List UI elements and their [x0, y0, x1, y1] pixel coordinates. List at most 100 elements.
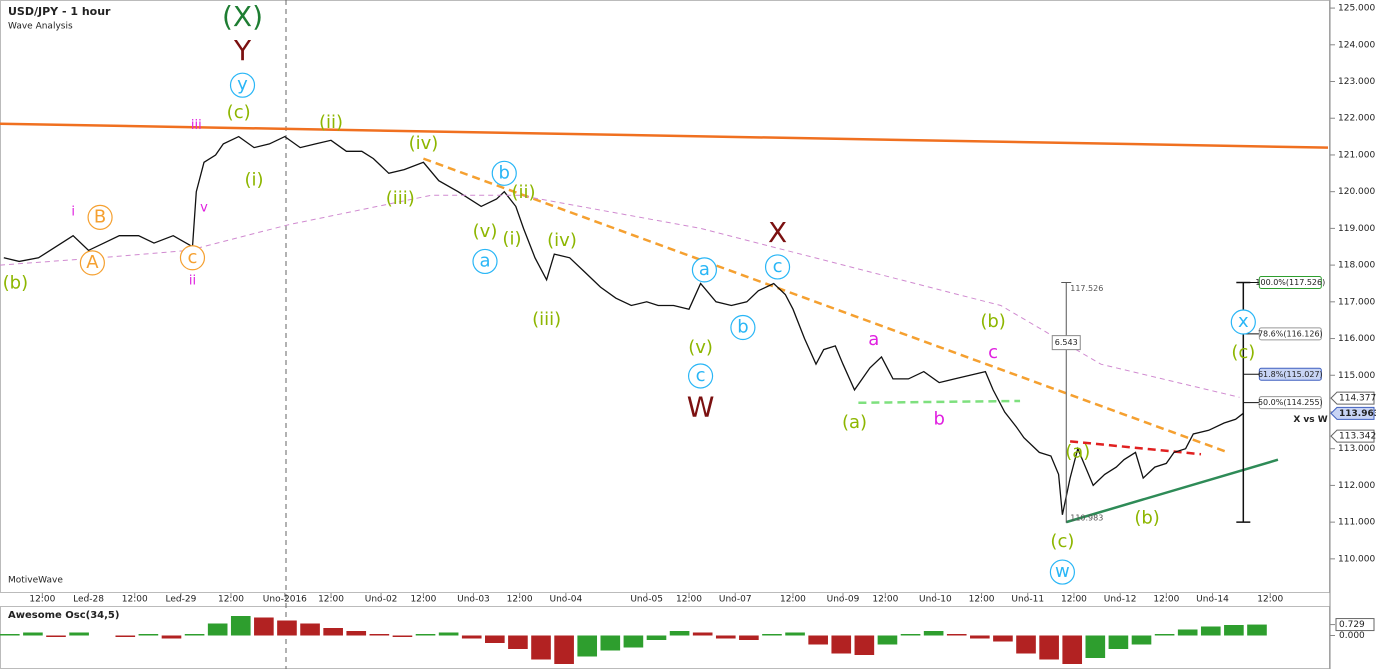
wave-circle	[79, 250, 105, 276]
measure-top-label: 117.526	[1070, 284, 1103, 293]
osc-y-tick-label: 0.000	[1339, 631, 1365, 641]
osc-bar	[207, 623, 228, 636]
y-tick-label: 124.000	[1338, 40, 1375, 50]
wave-label: w	[1055, 561, 1070, 582]
x-tick-label: 12:00	[507, 595, 533, 605]
osc-bar	[1154, 634, 1175, 636]
x-tick-label: Uno-11	[1011, 595, 1044, 605]
wave-label: b	[737, 317, 748, 338]
x-tick-label: 12:00	[676, 595, 702, 605]
osc-bar	[369, 634, 390, 636]
wave-circle	[491, 160, 517, 186]
wave-label: (i)	[245, 170, 264, 191]
y-tick-label: 111.000	[1338, 518, 1375, 528]
measure-bottom-label: 110.983	[1070, 513, 1103, 522]
wave-label: a	[479, 250, 490, 271]
x-tick-label: Uno-10	[919, 595, 952, 605]
osc-bar	[1224, 625, 1244, 636]
fib-box	[1258, 396, 1322, 410]
osc-bar	[508, 635, 528, 649]
y-tick-label: 113.000	[1338, 444, 1375, 454]
osc-bar	[184, 634, 205, 636]
wave-label: A	[86, 252, 99, 273]
x-tick-label: Led-29	[166, 595, 197, 605]
price-tag-label: 113.963	[1339, 409, 1376, 419]
wave-label: (v)	[688, 337, 713, 358]
trend-line	[0, 122, 1329, 149]
wave-label: ii	[189, 273, 196, 288]
wave-label: (v)	[473, 221, 498, 242]
osc-bar	[877, 635, 898, 645]
chart-title: USD/JPY - 1 hour	[8, 5, 111, 18]
y-tick-label: 110.000	[1338, 554, 1375, 564]
wave-label: X	[768, 216, 787, 249]
osc-bar	[692, 632, 713, 636]
osc-bar	[554, 635, 574, 664]
wave-label: (c)	[1050, 531, 1074, 552]
x-tick-label: 12:00	[1257, 595, 1283, 605]
wave-circle	[179, 245, 206, 271]
osc-bar	[739, 635, 759, 640]
x-tick-label: 12:00	[1061, 595, 1087, 605]
wave-label: Y	[233, 34, 252, 67]
osc-bar	[923, 631, 944, 636]
osc-bar	[485, 635, 505, 643]
y-tick-label: 117.000	[1338, 297, 1375, 307]
wave-label: (c)	[1231, 342, 1255, 363]
x-tick-label: Uno-05	[630, 595, 663, 605]
y-tick-label: 123.000	[1338, 77, 1375, 87]
y-tick-label: 112.000	[1338, 481, 1375, 491]
fib-label: 50.0%(114.255)	[1258, 398, 1323, 407]
x-tick-label: 12:00	[1153, 595, 1179, 605]
chart-subtitle: Wave Analysis	[8, 22, 73, 32]
osc-bar	[785, 632, 805, 636]
y-tick-label: 118.000	[1338, 261, 1375, 271]
measure-range-label: 6.543	[1055, 338, 1078, 347]
y-tick-label: 121.000	[1338, 150, 1375, 160]
osc-bar	[854, 635, 875, 655]
osc-bar	[115, 635, 136, 637]
wave-circle	[764, 254, 791, 280]
x-tick-label: Uno-09	[827, 595, 860, 605]
osc-bar	[415, 634, 436, 636]
osc-title: Awesome Osc(34,5)	[8, 610, 119, 621]
x-tick-label: Led-28	[73, 595, 104, 605]
wave-label: y	[237, 74, 248, 95]
wave-label: (b)	[3, 272, 28, 293]
y-tick-label: 116.000	[1338, 334, 1375, 344]
x-tick-label: 12:00	[969, 595, 995, 605]
osc-bar	[161, 635, 182, 639]
osc-bar	[277, 620, 297, 636]
trend-line	[1069, 440, 1202, 456]
wave-label: (X)	[222, 0, 263, 33]
wave-label: a	[868, 329, 879, 350]
wave-circle	[472, 248, 498, 275]
wave-circle	[229, 72, 256, 98]
osc-bar	[970, 635, 990, 639]
fib-title: X vs W	[1293, 415, 1327, 425]
price-tag-label: 113.342	[1339, 432, 1376, 442]
osc-bar	[1131, 635, 1152, 645]
trend-line	[858, 399, 1021, 405]
osc-bar	[831, 635, 852, 654]
y-tick-label: 122.000	[1338, 114, 1375, 124]
osc-bar	[808, 635, 828, 645]
osc-bar	[1016, 635, 1036, 654]
fib-box	[1258, 367, 1322, 381]
price-tag	[1330, 406, 1375, 420]
x-tick-label: 12:00	[872, 595, 898, 605]
osc-bar	[1039, 635, 1059, 660]
fib-box	[1258, 327, 1322, 341]
wave-label: (b)	[980, 311, 1005, 332]
osc-y-tick-label: 0.729	[1339, 620, 1365, 630]
wave-label: B	[94, 206, 106, 227]
wave-label: (ii)	[319, 112, 343, 133]
wave-label: b	[499, 162, 510, 183]
wave-circle	[1230, 309, 1256, 335]
wave-label: b	[934, 408, 945, 429]
x-tick-label: 12:00	[410, 595, 436, 605]
osc-bar	[646, 635, 667, 640]
osc-bar	[1200, 626, 1221, 636]
